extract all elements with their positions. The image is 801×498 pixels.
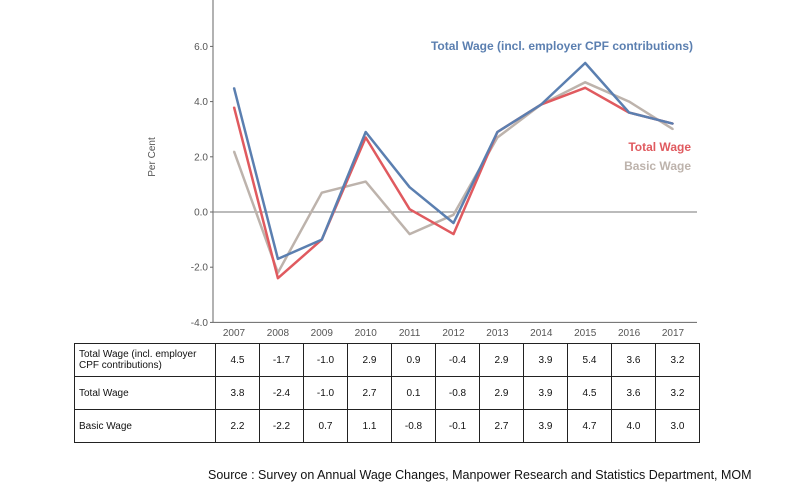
x-tick-label: 2007 [223, 328, 246, 339]
x-tick-labels: 2007 2008 2009 2010 2011 2012 2013 2014 2015 2016… [223, 328, 685, 339]
table-cell: 3.6 [611, 376, 656, 410]
table-row: Total Wage 3.8 -2.4 -1.0 2.7 0.1 -0.8 2.9 3.9 4.5… [74, 376, 700, 410]
series-labels: Total Wage (incl. employer CPF contribut… [431, 39, 693, 173]
data-point [452, 233, 455, 235]
data-point [233, 150, 235, 153]
y-tick-label: 0.0 [194, 208, 208, 219]
data-point [408, 186, 411, 188]
data-point [452, 213, 455, 216]
table-cell: -2.4 [259, 376, 304, 410]
data-point [672, 128, 674, 130]
data-point [233, 106, 235, 108]
table-cell: 4.5 [567, 376, 612, 410]
series-line-basic-wage [232, 81, 674, 274]
data-point [364, 131, 367, 133]
data-point [277, 277, 279, 280]
data-point [628, 111, 630, 114]
data-point [408, 208, 411, 211]
x-tick-label: 2014 [530, 328, 553, 339]
series-label-total-wage: Total Wage [628, 140, 691, 154]
data-point [672, 122, 674, 125]
data-point [540, 103, 543, 106]
series-label-basic-wage: Basic Wage [624, 159, 691, 173]
table-cell: -1.0 [303, 376, 348, 410]
data-point [277, 258, 279, 260]
x-tick-label: 2008 [267, 328, 290, 339]
x-tick-label: 2009 [311, 328, 334, 339]
data-point [496, 136, 499, 139]
table-cell: 2.7 [347, 376, 392, 410]
table-cell: 4.5 [215, 343, 260, 377]
table-cell: -0.8 [391, 409, 436, 443]
table-row-label: Total Wage [74, 376, 216, 410]
x-tick-label: 2010 [355, 328, 378, 339]
data-point [584, 62, 586, 64]
table-cell: 2.9 [479, 376, 524, 410]
series-label-total-wage-incl-cpf: Total Wage (incl. employer CPF contribut… [431, 39, 693, 53]
table-cell: -2.2 [259, 409, 304, 443]
y-tick-label: 2.0 [194, 152, 208, 163]
x-tick-label: 2015 [574, 328, 597, 339]
x-tick-label: 2013 [486, 328, 509, 339]
table-cell: 3.0 [655, 409, 700, 443]
data-point [321, 191, 323, 194]
y-tick-label: 6.0 [194, 42, 208, 53]
table-cell: 5.4 [567, 343, 612, 377]
data-point [584, 87, 586, 89]
table-cell: 2.7 [479, 409, 524, 443]
table-cell: -0.8 [435, 376, 480, 410]
data-point [321, 238, 323, 241]
table-cell: 3.2 [655, 376, 700, 410]
table-row: Basic Wage 2.2 -2.2 0.7 1.1 -0.8 -0.1 2.7 3.9 4.7… [74, 409, 700, 443]
data-point [408, 233, 411, 235]
table-cell: 4.7 [567, 409, 612, 443]
y-tick-label: 4.0 [194, 97, 208, 108]
table-cell: 0.1 [391, 376, 436, 410]
table-cell: -0.1 [435, 409, 480, 443]
data-point [628, 100, 630, 103]
table-row: Total Wage (incl. employer CPF contribut… [74, 343, 700, 377]
table-cell: 3.2 [655, 343, 700, 377]
x-tick-label: 2016 [618, 328, 641, 339]
table-cell: 2.2 [215, 409, 260, 443]
y-axis-label: Per Cent [147, 137, 158, 177]
table-cell: 3.9 [523, 376, 568, 410]
data-point [584, 81, 586, 84]
y-tick-labels: -4.0 -2.0 0.0 2.0 4.0 6.0 [191, 42, 209, 329]
table-cell: 2.9 [479, 343, 524, 377]
data-point [233, 87, 235, 89]
data-table: Total Wage (incl. employer CPF contribut… [74, 343, 700, 443]
table-cell: 3.6 [611, 343, 656, 377]
x-tick-label: 2012 [442, 328, 465, 339]
table-cell: 3.9 [523, 343, 568, 377]
x-tick-label: 2011 [399, 328, 421, 339]
table-cell: 0.9 [391, 343, 436, 377]
y-tick-label: -2.0 [191, 263, 209, 274]
source-note: Source : Survey on Annual Wage Changes, … [208, 468, 752, 482]
table-cell: -0.4 [435, 343, 480, 377]
table-row-label: Basic Wage [74, 409, 216, 443]
table-cell: 0.7 [303, 409, 348, 443]
data-point [452, 222, 455, 224]
data-point [364, 180, 367, 183]
table-cell: -1.7 [259, 343, 304, 377]
table-row-label: Total Wage (incl. employer CPF contribut… [74, 343, 216, 377]
table-cell: 4.0 [611, 409, 656, 443]
series-lines [232, 61, 674, 280]
table-cell: 3.9 [523, 409, 568, 443]
table-cell: 3.8 [215, 376, 260, 410]
table-cell: 2.9 [347, 343, 392, 377]
table-cell: -1.0 [303, 343, 348, 377]
table-cell: 1.1 [347, 409, 392, 443]
y-tick-label: -4.0 [191, 318, 209, 329]
data-point [364, 136, 367, 139]
x-tick-label: 2017 [662, 328, 685, 339]
data-point [496, 131, 499, 133]
